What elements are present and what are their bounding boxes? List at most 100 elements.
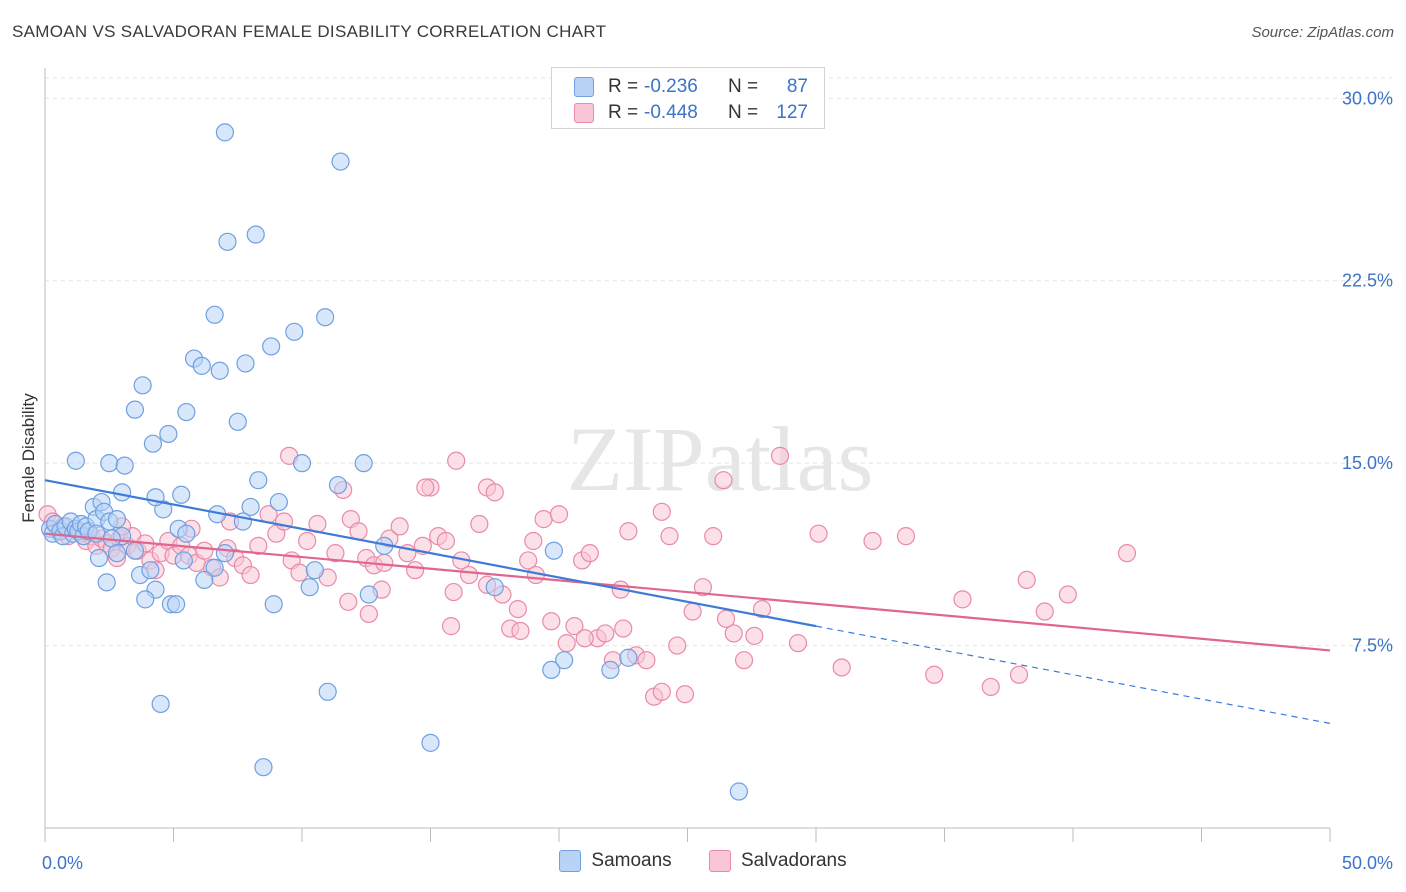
samoans-point	[115, 456, 134, 475]
salvadorans-point	[441, 617, 461, 636]
watermark: ZIPatlas	[567, 408, 874, 510]
y-tick-label: 22.5%	[1342, 271, 1393, 291]
samoans-point	[100, 454, 119, 473]
samoans-point	[66, 451, 85, 470]
salvadorans-point	[652, 682, 671, 701]
salvadorans-swatch	[574, 103, 594, 123]
salvadorans-point	[596, 624, 615, 643]
salvadorans-point	[470, 514, 489, 534]
salvadorans-point	[704, 527, 723, 546]
salvadorans-point	[1058, 585, 1077, 604]
tick-labels: 7.5% 15.0% 22.5% 30.0% 0.0% 50.0%	[42, 88, 1393, 873]
x-tick-label-max: 50.0%	[1342, 853, 1393, 873]
salvadorans-point	[716, 609, 736, 628]
salvadorans-point	[390, 517, 409, 536]
salvadorans-point	[557, 634, 576, 653]
y-tick-label: 30.0%	[1342, 88, 1393, 108]
salvadorans-point	[542, 612, 561, 631]
samoans-point	[246, 225, 265, 244]
salvadorans-point	[832, 658, 851, 677]
salvadorans-point	[524, 531, 543, 551]
samoans-point	[97, 573, 116, 592]
samoans-point	[136, 590, 155, 609]
salvadorans-point	[614, 619, 633, 638]
samoans-point	[300, 578, 319, 597]
salvadorans-point	[195, 541, 214, 560]
salvadorans-point	[298, 531, 317, 551]
samoans-point	[542, 660, 561, 680]
salvadorans-point	[981, 677, 1000, 697]
salvadorans-point	[896, 527, 916, 546]
salvadorans-point	[511, 621, 530, 641]
samoans-legend-swatch	[559, 850, 582, 872]
samoans-n-value: 87	[786, 76, 808, 97]
samoans-point	[264, 595, 283, 614]
x-tick-label-min: 0.0%	[42, 853, 83, 873]
salvadorans-point	[416, 478, 435, 497]
legend-item-salvadorans[interactable]: Salvadorans	[708, 850, 847, 872]
samoans-point	[555, 651, 574, 670]
salvadorans-point	[714, 471, 733, 490]
salvadorans-point	[447, 451, 466, 470]
salvadorans-point	[637, 651, 656, 670]
samoans-point	[601, 660, 620, 680]
salvadorans-point	[405, 561, 425, 580]
r-label: R =	[608, 102, 639, 123]
salvadorans-point	[359, 604, 378, 624]
salvadorans-point	[745, 626, 764, 645]
stats-legend: R = -0.236 N = 87 R = -0.448 N = 127	[551, 67, 825, 129]
samoans-point	[228, 412, 247, 431]
n-label: N =	[728, 76, 759, 97]
salvadorans-point	[734, 651, 754, 670]
salvadorans-point	[580, 544, 599, 563]
salvadorans-n-value: 127	[776, 102, 808, 123]
salvadorans-point	[809, 524, 828, 543]
samoans-point	[254, 758, 273, 777]
samoans-points	[41, 123, 749, 801]
salvadorans-point	[326, 544, 345, 563]
samoans-point	[195, 570, 214, 590]
legend-item-samoans[interactable]: Samoans	[559, 850, 672, 872]
samoans-point	[159, 424, 178, 444]
samoans-point	[421, 733, 440, 752]
salvadorans-point	[788, 634, 808, 653]
samoans-point	[262, 337, 281, 356]
y-tick-label: 7.5%	[1352, 636, 1393, 656]
samoans-point	[112, 483, 132, 502]
samoans-point	[269, 492, 288, 512]
salvadorans-point	[575, 629, 594, 648]
samoans-point	[305, 561, 324, 580]
salvadorans-point	[436, 531, 456, 551]
salvadorans-r-value: -0.448	[644, 102, 698, 123]
salvadorans-point	[925, 665, 944, 684]
samoans-point	[133, 376, 152, 395]
salvadorans-point	[652, 502, 671, 521]
samoans-point	[215, 544, 234, 563]
salvadorans-point	[444, 582, 463, 602]
salvadorans-trend-line	[44, 532, 1331, 652]
salvadorans-point	[534, 510, 553, 529]
salvadorans-point	[1009, 665, 1029, 684]
samoans-point	[316, 308, 335, 327]
stats-row-samoans: R = -0.236 N = 87	[574, 74, 808, 100]
salvadorans-point	[660, 527, 679, 546]
legend-label-salvadorans: Salvadorans	[740, 850, 847, 871]
salvadorans-point	[485, 483, 504, 502]
salvadorans-point	[724, 624, 743, 643]
source-label: Source: ZipAtlas.com	[1251, 24, 1394, 41]
samoans-point	[177, 524, 196, 543]
samoans-point	[205, 558, 224, 577]
salvadorans-point	[339, 592, 358, 611]
n-label: N =	[728, 102, 759, 123]
samoans-point	[331, 152, 350, 171]
samoans-point	[107, 510, 127, 529]
samoans-point	[359, 585, 378, 604]
chart-title: SAMOAN VS SALVADORAN FEMALE DISABILITY C…	[12, 22, 607, 41]
samoans-point	[174, 551, 193, 570]
salvadorans-point	[1117, 544, 1137, 563]
samoans-point	[141, 561, 160, 580]
samoans-point	[125, 541, 145, 560]
samoans-point	[210, 361, 229, 380]
salvadorans-point	[668, 636, 687, 655]
